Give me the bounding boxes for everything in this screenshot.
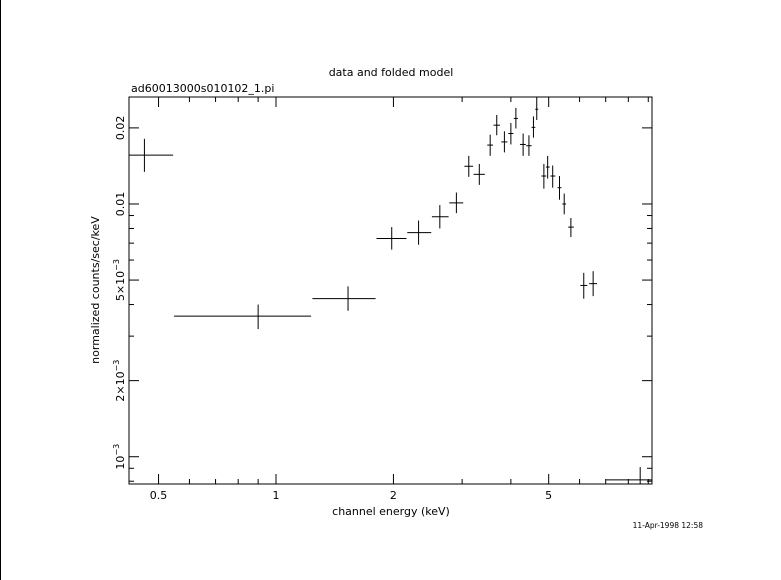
timestamp: 11-Apr-1998 12:58	[633, 521, 704, 530]
data-point	[550, 165, 556, 188]
data-point	[519, 133, 526, 156]
x-axis-label: channel energy (keV)	[332, 505, 450, 518]
data-point	[531, 116, 536, 138]
y-tick-label: 0.02	[114, 116, 127, 141]
data-point	[449, 192, 464, 214]
plot-frame	[128, 96, 653, 485]
data-point	[568, 218, 574, 238]
y-tick-label: 0.01	[114, 192, 127, 217]
y-tick-label: 10−3	[112, 444, 127, 470]
chart-title: data and folded model	[329, 66, 454, 79]
y-tick-labels: 10−3 2×10−3 5×10−3 0.01 0.02	[112, 116, 127, 470]
data-point	[431, 205, 449, 229]
data-point	[501, 131, 508, 153]
x-tick-label: 2	[390, 489, 397, 502]
data-point	[589, 271, 598, 297]
x-tick-label: 1	[272, 489, 279, 502]
data-point	[508, 123, 514, 145]
data-point	[605, 467, 652, 484]
chart-subtitle: ad60013000s010102_1.pi	[131, 82, 274, 95]
y-tick-label: 2×10−3	[112, 360, 127, 402]
data-point	[487, 134, 494, 156]
data-point	[129, 138, 174, 172]
data-point	[535, 97, 539, 120]
data-point	[493, 114, 500, 136]
data-point	[376, 227, 407, 250]
y-axis-label: normalized counts/sec/keV	[89, 216, 102, 364]
data-point	[545, 155, 550, 179]
data-point	[174, 304, 312, 330]
window-left-edge	[0, 0, 1, 580]
data-point	[526, 135, 532, 156]
data-point	[407, 220, 432, 245]
x-tick-label: 0.5	[150, 489, 168, 502]
data-point	[580, 272, 588, 299]
data-point	[312, 286, 376, 311]
data-point	[562, 193, 567, 215]
data-point	[473, 163, 485, 185]
y-tick-label: 5×10−3	[112, 259, 127, 301]
axis-ticks	[129, 97, 652, 484]
x-tick-labels: 0.5 1 2 5	[150, 489, 552, 502]
data-point	[541, 163, 547, 189]
data-point	[464, 155, 474, 177]
data-points	[129, 97, 652, 484]
data-point	[513, 107, 518, 129]
data-point	[557, 176, 562, 200]
x-tick-label: 5	[545, 489, 552, 502]
